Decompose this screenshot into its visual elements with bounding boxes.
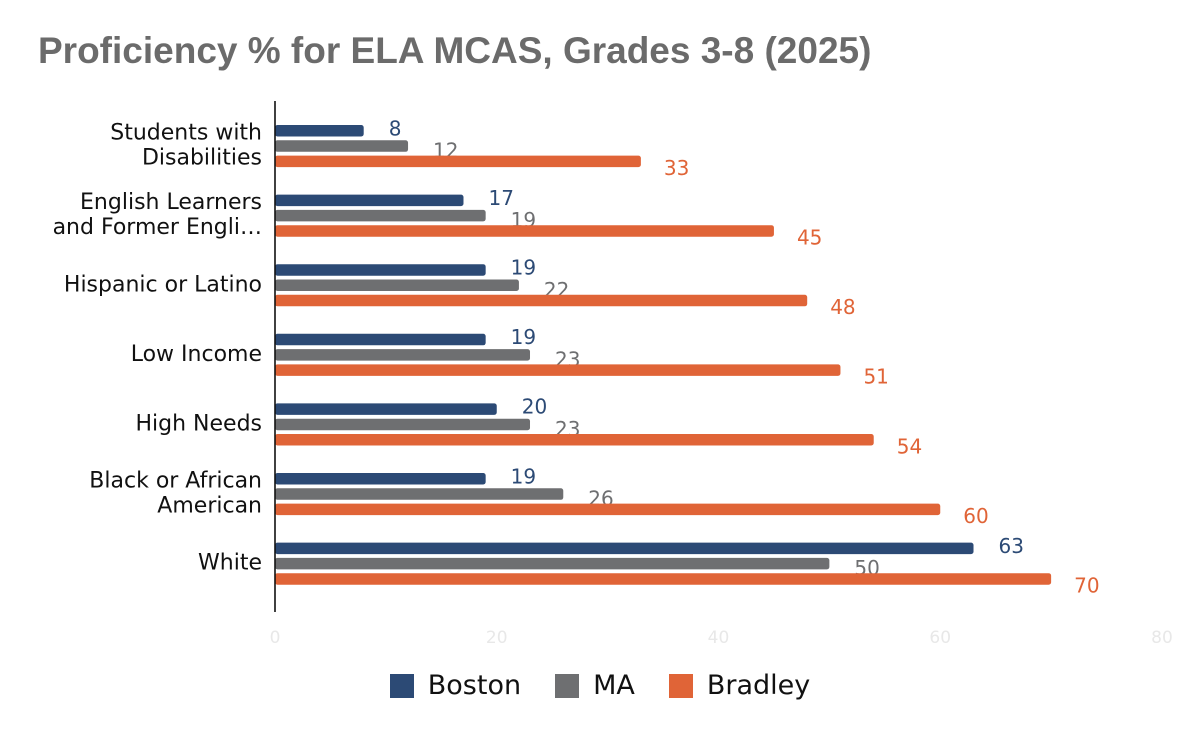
legend-item-ma[interactable]: MA — [555, 670, 635, 701]
bar-bradley-students-with-disabilities — [275, 155, 641, 168]
data-label-bradley-hispanic-or-latino: 48 — [830, 295, 855, 319]
data-label-boston-high-needs: 20 — [522, 395, 547, 419]
x-tick-label-80: 80 — [1151, 628, 1173, 648]
bar-ma-english-learners-and-former-engli — [275, 209, 486, 222]
data-label-bradley-english-learners-and-former-engli: 45 — [797, 225, 822, 249]
category-label-black-or-african-american-line-1: Black or African — [89, 469, 262, 494]
data-label-boston-english-learners-and-former-engli: 17 — [488, 186, 513, 210]
category-label-english-learners-and-former-engli-line-2: and Former Engli… — [53, 215, 262, 240]
bar-ma-students-with-disabilities — [275, 140, 409, 152]
chart-title: Proficiency % for ELA MCAS, Grades 3-8 (… — [38, 30, 872, 71]
bar-ma-hispanic-or-latino — [275, 279, 519, 291]
data-label-boston-students-with-disabilities: 8 — [389, 116, 402, 140]
category-label-low-income-line-1: Low Income — [131, 342, 262, 367]
bar-bradley-high-needs — [275, 434, 874, 446]
bar-bradley-white — [275, 573, 1052, 585]
data-label-bradley-black-or-african-american: 60 — [963, 504, 988, 528]
legend-swatch-bradley — [668, 673, 693, 698]
bar-ma-white — [275, 557, 830, 570]
bar-boston-low-income — [275, 333, 486, 346]
bar-boston-students-with-disabilities — [275, 125, 364, 137]
bar-bradley-english-learners-and-former-engli — [275, 225, 774, 237]
x-tick-label-40: 40 — [708, 628, 730, 648]
category-label-hispanic-or-latino-line-1: Hispanic or Latino — [64, 272, 262, 297]
legend-swatch-boston — [389, 673, 414, 698]
data-label-boston-hispanic-or-latino: 19 — [511, 255, 536, 279]
bar-bradley-hispanic-or-latino — [275, 294, 808, 307]
category-label-students-with-disabilities-line-1: Students with — [110, 121, 262, 146]
legend-label-boston: Boston — [427, 670, 522, 701]
data-label-bradley-students-with-disabilities: 33 — [664, 156, 689, 180]
chart-legend: Boston MA Bradley — [0, 670, 1200, 701]
bar-ma-black-or-african-american — [275, 488, 564, 500]
x-tick-label-20: 20 — [486, 628, 508, 648]
data-label-bradley-low-income: 51 — [863, 365, 888, 389]
legend-label-ma: MA — [593, 670, 635, 701]
x-tick-label-60: 60 — [929, 628, 951, 648]
bar-boston-english-learners-and-former-engli — [275, 194, 464, 207]
legend-swatch-ma — [555, 673, 580, 698]
legend-item-bradley[interactable]: Bradley — [668, 670, 811, 701]
bar-bradley-black-or-african-american — [275, 503, 941, 516]
data-label-bradley-white: 70 — [1074, 573, 1099, 597]
category-label-english-learners-and-former-engli-line-1: English Learners — [80, 190, 262, 215]
data-label-boston-white: 63 — [999, 534, 1024, 558]
category-label-students-with-disabilities-line-2: Disabilities — [142, 146, 262, 171]
bar-boston-hispanic-or-latino — [275, 264, 486, 276]
bar-boston-black-or-african-american — [275, 473, 486, 485]
category-label-high-needs-line-1: High Needs — [135, 411, 262, 436]
bar-bradley-low-income — [275, 364, 841, 376]
data-label-bradley-high-needs: 54 — [897, 434, 922, 458]
x-tick-label-0: 0 — [270, 628, 281, 648]
bar-ma-high-needs — [275, 418, 531, 431]
bar-ma-low-income — [275, 349, 531, 361]
category-label-white-line-1: White — [198, 551, 262, 576]
legend-item-boston[interactable]: Boston — [389, 670, 522, 701]
legend-label-bradley: Bradley — [706, 670, 811, 701]
bar-boston-white — [275, 542, 974, 555]
data-label-boston-low-income: 19 — [511, 325, 536, 349]
data-label-boston-black-or-african-american: 19 — [511, 464, 536, 488]
bar-boston-high-needs — [275, 403, 497, 415]
category-label-black-or-african-american-line-2: American — [157, 494, 262, 519]
